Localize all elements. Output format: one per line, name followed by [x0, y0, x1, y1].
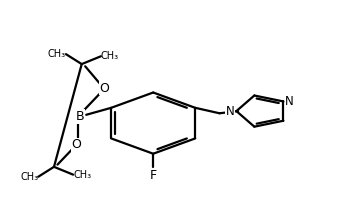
Text: O: O [72, 138, 81, 152]
Text: O: O [99, 82, 109, 95]
Text: F: F [150, 169, 157, 182]
Text: CH₃: CH₃ [101, 51, 119, 61]
Text: CH₃: CH₃ [48, 49, 66, 59]
Text: CH₃: CH₃ [20, 172, 38, 182]
Text: N: N [285, 95, 294, 108]
Text: N: N [226, 104, 235, 118]
Text: B: B [76, 110, 84, 123]
Text: CH₃: CH₃ [73, 170, 91, 180]
